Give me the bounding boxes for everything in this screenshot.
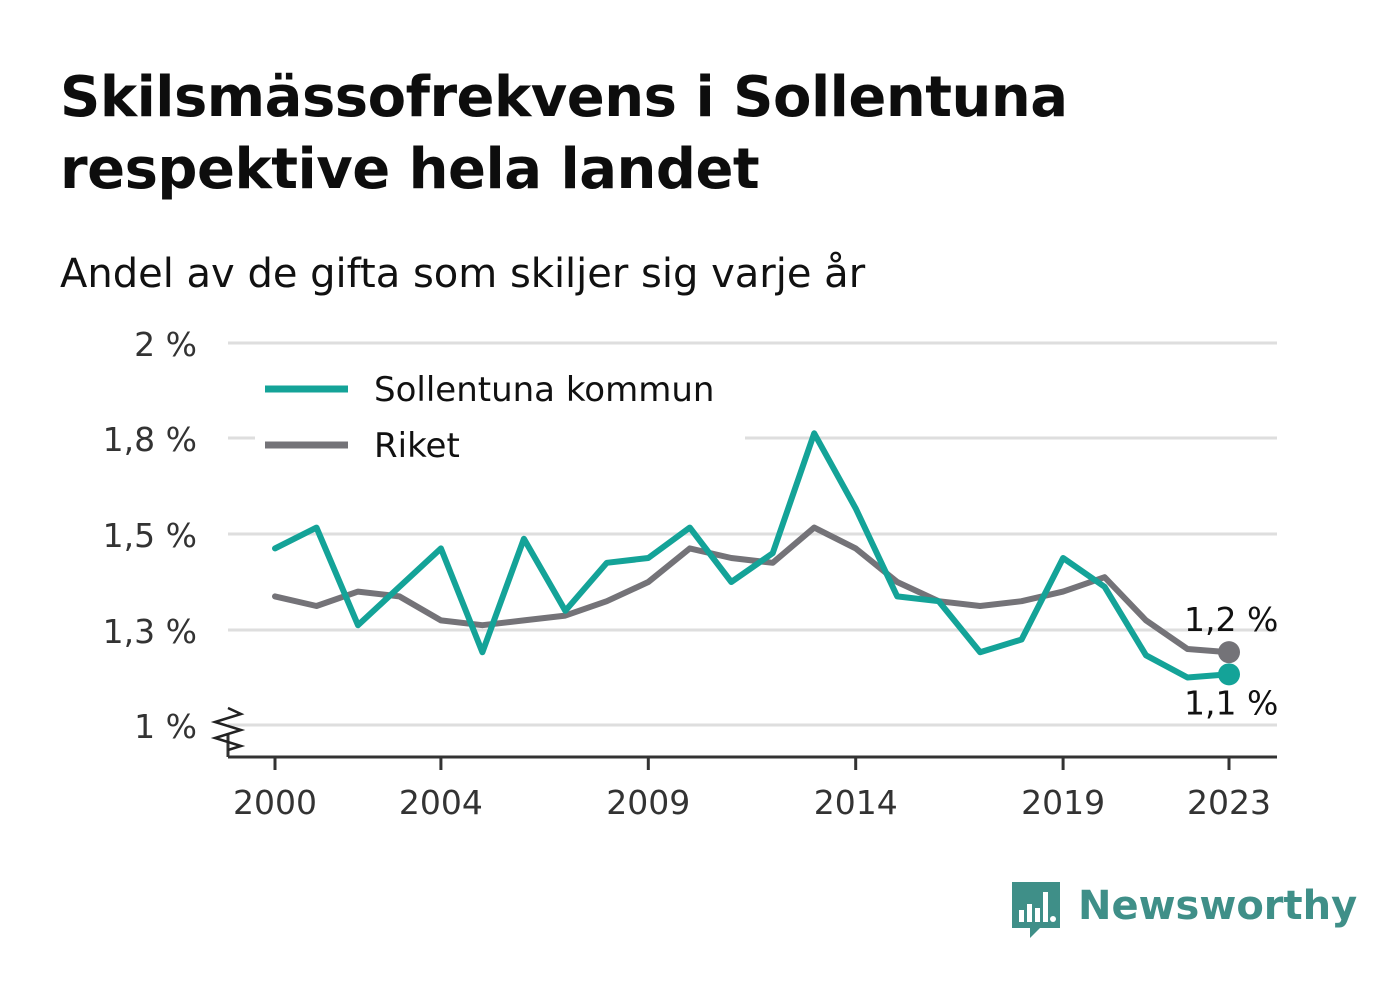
- y-tick-label: 1,5 %: [103, 516, 197, 555]
- y-tick-label: 1,8 %: [103, 420, 197, 459]
- chart-subtitle: Andel av de gifta som skiljer sig varje …: [60, 251, 866, 297]
- end-point-riket: [1218, 641, 1240, 664]
- legend-label: Riket: [374, 426, 460, 466]
- x-tick-label: 2023: [1187, 783, 1271, 822]
- series-line-riket: [272, 524, 1232, 656]
- y-tick-label: 2 %: [134, 325, 197, 364]
- brand-name: Newsworthy: [1078, 883, 1358, 929]
- series-line-sollentuna: [272, 430, 1232, 681]
- x-axis-ticks: 2000 2004 2009 2014 2019 2023: [233, 757, 1271, 822]
- series-lines: [272, 430, 1240, 686]
- legend: Sollentuna kommun Riket: [255, 360, 745, 478]
- y-axis-ticks: 2 % 1,8 % 1,5 % 1,3 % 1 %: [103, 325, 197, 746]
- newsworthy-logo-icon: [1012, 882, 1060, 938]
- y-tick-label: 1,3 %: [103, 612, 197, 651]
- end-label-sollentuna: 1,1 %: [1184, 683, 1278, 722]
- end-point-sollentuna: [1218, 663, 1240, 686]
- end-label-riket: 1,2 %: [1184, 600, 1278, 639]
- chart-title: Skilsmässofrekvens i Sollentuna respekti…: [60, 65, 1068, 202]
- axis-break-mark: [210, 706, 246, 752]
- y-tick-label: 1 %: [134, 707, 197, 746]
- x-tick-label: 2000: [233, 783, 317, 822]
- end-labels: 1,2 % 1,1 %: [1184, 600, 1278, 722]
- x-tick-label: 2014: [814, 783, 898, 822]
- legend-label: Sollentuna kommun: [374, 370, 714, 410]
- x-tick-label: 2019: [1021, 783, 1105, 822]
- x-axis: [210, 706, 1277, 759]
- x-tick-label: 2004: [399, 783, 483, 822]
- x-tick-label: 2009: [606, 783, 690, 822]
- newsworthy-brand: Newsworthy: [1010, 876, 1357, 942]
- legend-background: [255, 360, 745, 478]
